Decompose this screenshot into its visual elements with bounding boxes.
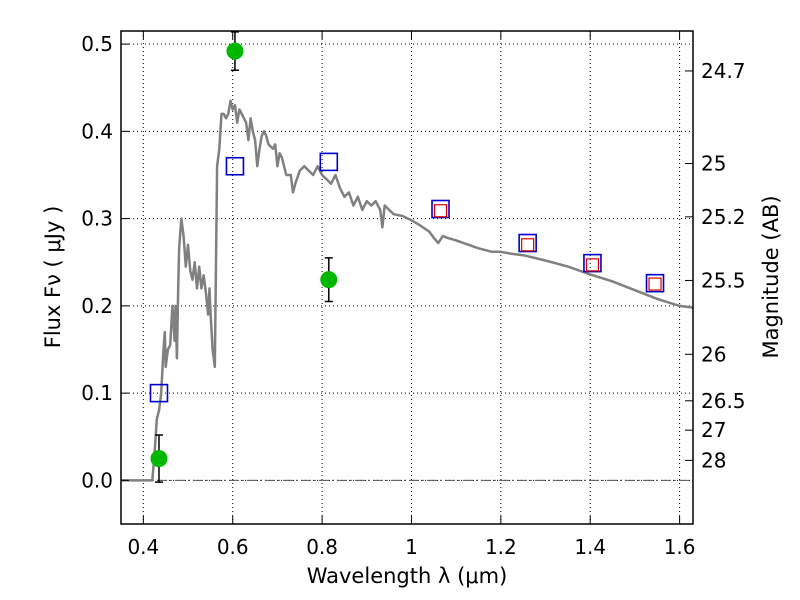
x-tick-label: 0.4 bbox=[127, 535, 159, 559]
blue-square-marker bbox=[518, 233, 537, 253]
red-square-marker bbox=[521, 238, 535, 252]
mag-tick-label: 26.5 bbox=[701, 389, 746, 413]
red-square-marker bbox=[648, 277, 662, 291]
x-tick-label: 1.6 bbox=[664, 535, 696, 559]
blue-square-marker bbox=[225, 156, 245, 176]
y-tick-label: 0.2 bbox=[81, 294, 113, 318]
mag-tick-label: 26 bbox=[701, 342, 726, 366]
y-tick-label: 0.3 bbox=[81, 207, 113, 231]
y-tick-label: 0.0 bbox=[81, 468, 113, 492]
red-square-marker bbox=[433, 204, 448, 218]
mag-tick-label: 25 bbox=[701, 152, 726, 176]
y2-axis-label: Magnitude (AB) bbox=[759, 195, 783, 358]
mag-tick-label: 27 bbox=[701, 418, 726, 442]
mag-tick-label: 25.2 bbox=[701, 205, 746, 229]
y-axis-label: Flux Fν ( μJy ) bbox=[41, 206, 65, 349]
plot-frame bbox=[120, 30, 694, 525]
blue-square-marker bbox=[431, 199, 450, 219]
mag-tick-label: 28 bbox=[701, 448, 726, 472]
x-tick-label: 0.8 bbox=[306, 535, 338, 559]
x-tick-label: 0.6 bbox=[217, 535, 249, 559]
y-tick-label: 0.5 bbox=[81, 32, 113, 56]
blue-square-marker bbox=[149, 383, 169, 403]
x-tick-label: 1.4 bbox=[574, 535, 606, 559]
green-circle-marker bbox=[226, 42, 244, 60]
axis-ticks: 0.4 0.6 0.8 1 1.2 1.4 1.6 0.0 0.1 0.2 0.3 0.4 0.5 24.… bbox=[81, 31, 746, 559]
series-layer bbox=[121, 31, 694, 483]
blue-square-marker bbox=[319, 152, 339, 172]
y-tick-label: 0.4 bbox=[81, 119, 113, 143]
red-square-marker bbox=[585, 258, 600, 272]
blue-square-marker bbox=[645, 273, 665, 293]
blue-square-marker bbox=[583, 253, 602, 273]
mag-tick-label: 25.5 bbox=[701, 268, 746, 292]
x-tick-label: 1.2 bbox=[485, 535, 517, 559]
x-tick-label: 1 bbox=[405, 535, 418, 559]
y-tick-label: 0.1 bbox=[81, 381, 113, 405]
plot-background bbox=[121, 31, 693, 524]
green-circle-marker bbox=[150, 450, 168, 468]
green-circle-marker bbox=[320, 271, 338, 289]
x-axis-label: Wavelength λ (μm) bbox=[307, 564, 508, 588]
mag-tick-label: 24.7 bbox=[701, 59, 746, 83]
model-sed-line bbox=[121, 99, 694, 482]
